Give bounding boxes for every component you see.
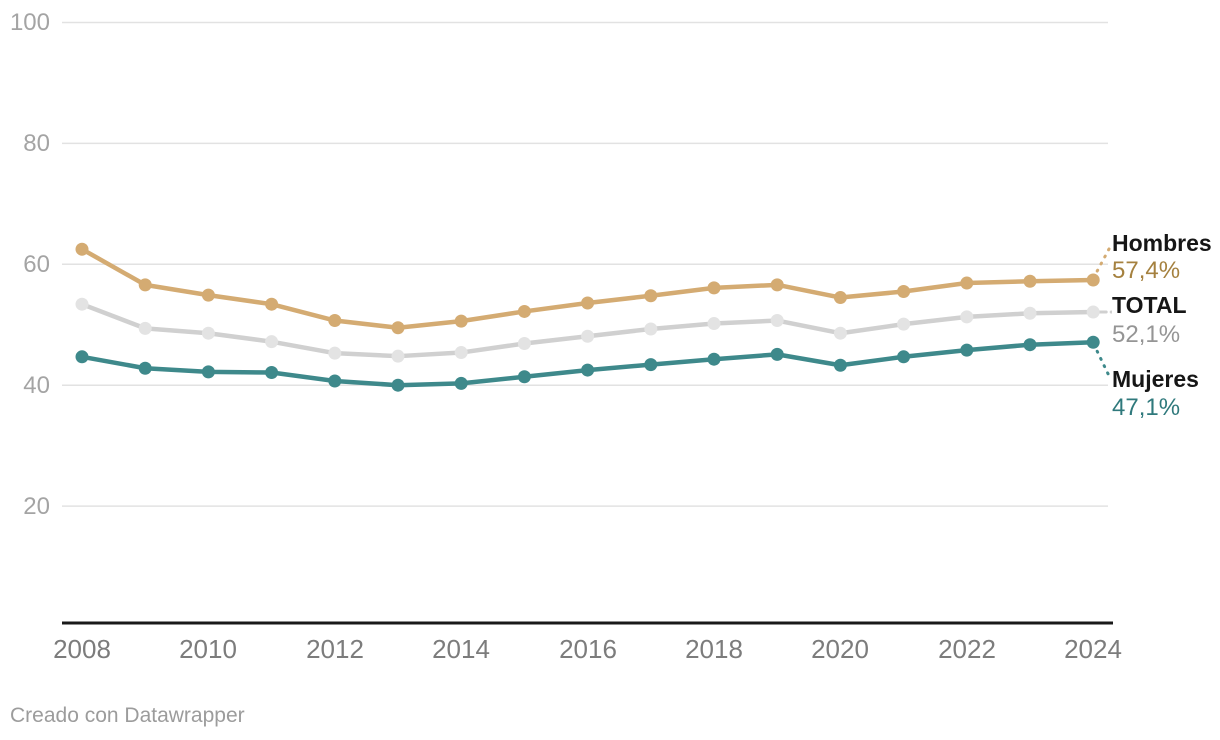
y-axis-tick-label: 40 bbox=[23, 372, 50, 399]
data-point-total bbox=[644, 322, 658, 336]
data-point-mujeres bbox=[1086, 335, 1100, 349]
series-line-hombres bbox=[79, 246, 1096, 331]
data-point-total bbox=[75, 297, 89, 311]
data-point-hombres bbox=[391, 321, 405, 335]
data-point-mujeres bbox=[517, 370, 531, 384]
legend-leader-line bbox=[1095, 349, 1112, 380]
data-point-hombres bbox=[1023, 274, 1037, 288]
data-point-mujeres bbox=[960, 343, 974, 357]
legend-value-mujeres: 47,1% bbox=[1112, 394, 1181, 421]
data-point-total bbox=[454, 346, 468, 360]
data-point-total bbox=[770, 314, 784, 328]
data-point-mujeres bbox=[454, 376, 468, 390]
data-point-hombres bbox=[581, 296, 595, 310]
data-point-hombres bbox=[454, 314, 468, 328]
data-point-hombres bbox=[265, 297, 279, 311]
x-axis-tick-label: 2012 bbox=[306, 634, 364, 664]
data-point-total bbox=[833, 326, 847, 340]
data-point-total bbox=[897, 317, 911, 331]
data-point-total bbox=[391, 349, 405, 363]
data-point-mujeres bbox=[138, 361, 152, 375]
data-point-total bbox=[707, 317, 721, 331]
x-axis-tick-label: 2022 bbox=[938, 634, 996, 664]
data-point-hombres bbox=[328, 314, 342, 328]
data-point-hombres bbox=[833, 291, 847, 305]
legend-value-total: 52,1% bbox=[1112, 321, 1181, 348]
data-point-total bbox=[201, 326, 215, 340]
data-point-total bbox=[328, 346, 342, 360]
data-point-mujeres bbox=[897, 350, 911, 364]
data-point-mujeres bbox=[581, 363, 595, 377]
data-point-total bbox=[265, 335, 279, 349]
y-axis-tick-label: 80 bbox=[23, 130, 50, 157]
data-point-hombres bbox=[1086, 273, 1100, 287]
legend-leader-line bbox=[1095, 241, 1114, 273]
legend-label-hombres: Hombres bbox=[1112, 230, 1212, 257]
data-point-total bbox=[1086, 305, 1100, 319]
data-point-hombres bbox=[897, 285, 911, 299]
data-point-mujeres bbox=[770, 347, 784, 361]
data-point-hombres bbox=[770, 278, 784, 292]
legend-value-hombres: 57,4% bbox=[1112, 257, 1181, 284]
x-axis-tick-label: 2016 bbox=[559, 634, 617, 664]
legend-label-total: TOTAL bbox=[1112, 292, 1187, 319]
legend-label-mujeres: Mujeres bbox=[1112, 366, 1199, 393]
y-axis-tick-label: 20 bbox=[23, 493, 50, 520]
data-point-mujeres bbox=[75, 350, 89, 364]
data-point-mujeres bbox=[1023, 338, 1037, 352]
data-point-mujeres bbox=[265, 366, 279, 380]
y-axis-tick-label: 60 bbox=[23, 251, 50, 278]
x-axis-tick-label: 2010 bbox=[179, 634, 237, 664]
data-point-hombres bbox=[644, 289, 658, 303]
data-point-mujeres bbox=[328, 374, 342, 388]
datawrapper-credit-link[interactable]: Creado con Datawrapper bbox=[10, 704, 245, 727]
data-point-total bbox=[581, 329, 595, 343]
data-point-hombres bbox=[138, 278, 152, 292]
data-point-mujeres bbox=[833, 358, 847, 372]
data-point-total bbox=[138, 321, 152, 335]
x-axis-tick-label: 2024 bbox=[1064, 634, 1122, 664]
data-point-mujeres bbox=[201, 365, 215, 379]
x-axis-tick-label: 2008 bbox=[53, 634, 111, 664]
y-axis-tick-label: 100 bbox=[9, 9, 50, 36]
x-axis-tick-label: 2020 bbox=[811, 634, 869, 664]
data-point-hombres bbox=[960, 276, 974, 290]
data-point-hombres bbox=[75, 242, 89, 256]
data-point-mujeres bbox=[644, 358, 658, 372]
x-axis-tick-label: 2018 bbox=[685, 634, 743, 664]
x-axis-tick-label: 2014 bbox=[432, 634, 490, 664]
data-point-hombres bbox=[517, 304, 531, 318]
data-point-total bbox=[960, 310, 974, 324]
data-point-mujeres bbox=[391, 378, 405, 392]
data-point-hombres bbox=[201, 288, 215, 302]
data-point-total bbox=[517, 336, 531, 350]
data-point-mujeres bbox=[707, 352, 721, 366]
data-point-total bbox=[1023, 306, 1037, 320]
data-point-hombres bbox=[707, 281, 721, 295]
